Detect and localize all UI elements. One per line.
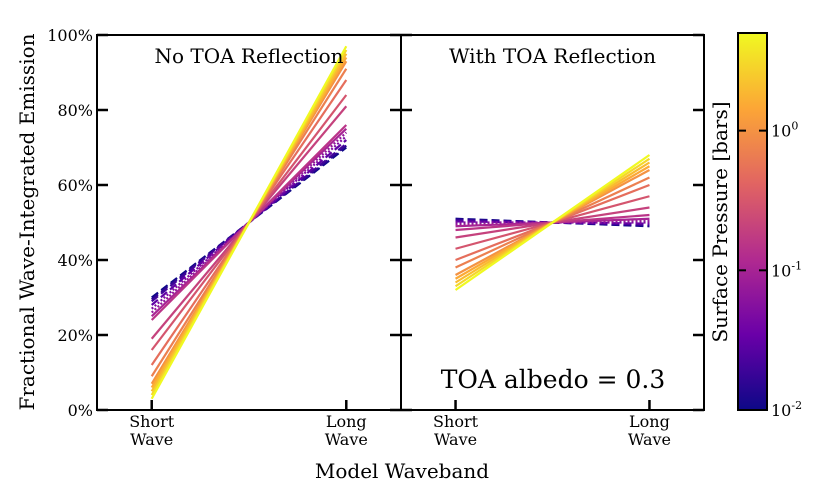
y-tick-label: 100% xyxy=(47,26,93,45)
toa-albedo-annotation: TOA albedo = 0.3 xyxy=(441,365,666,394)
panel-title: With TOA Reflection xyxy=(449,44,656,68)
colorbar: 10-2 10-1 100 xyxy=(737,32,802,420)
x-tick-label: Long xyxy=(629,412,670,431)
panel-with-toa-reflection: With TOA Reflection xyxy=(400,33,705,412)
colorbar-gradient xyxy=(737,32,768,411)
colorbar-tick-label: 10-2 xyxy=(771,399,802,420)
x-tick-label: Wave xyxy=(130,430,173,449)
x-tick-label: Short xyxy=(129,412,175,431)
series-line xyxy=(150,45,348,400)
panel-title: No TOA Reflection xyxy=(154,44,343,68)
y-axis-label: Fractional Wave-Integrated Emission xyxy=(15,33,39,410)
x-tick-label: Wave xyxy=(325,430,368,449)
colorbar-label: Surface Pressure [bars] xyxy=(708,101,732,342)
series-line xyxy=(150,135,348,310)
x-tick-label: Wave xyxy=(628,430,671,449)
colorbar-tick-label: 10-1 xyxy=(771,259,802,280)
series-line xyxy=(454,154,651,291)
y-tick-label: 0% xyxy=(68,401,93,420)
x-tick-label: Long xyxy=(326,412,367,431)
panel-no-toa-reflection: No TOA Reflection xyxy=(96,33,402,412)
panel-frame xyxy=(400,34,705,411)
x-axis-label: Model Waveband xyxy=(315,459,489,483)
x-tick-label: Short xyxy=(433,412,479,431)
x-tick-label: Wave xyxy=(434,430,477,449)
colorbar-tick-label: 100 xyxy=(771,120,798,141)
y-tick-label: 60% xyxy=(57,176,93,195)
y-tick-label: 20% xyxy=(57,326,93,345)
y-tick-labels: 0% 20% 40% 60% 80% 100% xyxy=(47,26,93,420)
y-tick-label: 80% xyxy=(57,101,93,120)
y-tick-label: 40% xyxy=(57,251,93,270)
